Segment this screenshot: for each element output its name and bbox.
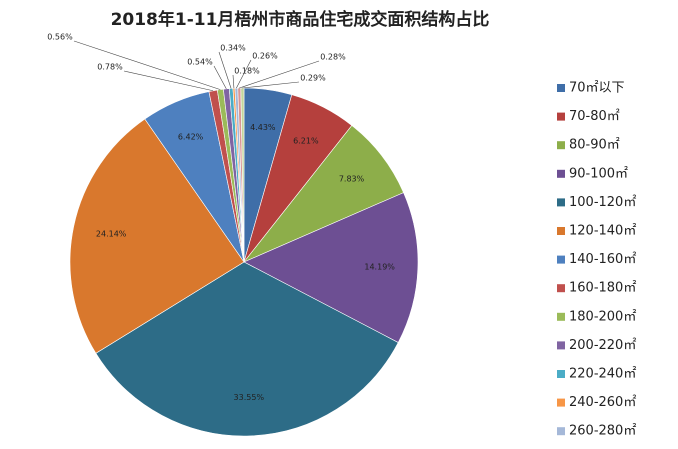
legend-swatch xyxy=(557,141,565,150)
legend-swatch xyxy=(557,398,565,407)
legend-label: 90-100㎡ xyxy=(569,166,628,181)
data-label: 6.21% xyxy=(293,137,319,146)
leader-line xyxy=(242,81,300,89)
data-label: 0.54% xyxy=(187,58,213,67)
chart-title: 2018年1-11月梧州市商品住宅成交面积结构占比 xyxy=(111,9,490,30)
leader-line xyxy=(218,51,232,89)
leader-line xyxy=(236,59,252,89)
legend-label: 100-120㎡ xyxy=(569,195,636,210)
legend-label: 80-90㎡ xyxy=(569,138,620,153)
data-label: 33.55% xyxy=(234,393,265,402)
legend-label: 180-200㎡ xyxy=(569,309,636,324)
data-label: 0.26% xyxy=(252,52,278,61)
legend-swatch xyxy=(557,341,565,350)
legend-label: 240-260㎡ xyxy=(569,395,636,410)
legend-label: 70㎡以下 xyxy=(569,81,625,96)
pie-slice xyxy=(95,261,399,437)
legend-swatch xyxy=(557,312,565,321)
data-label: 0.56% xyxy=(47,33,73,42)
data-label: 14.19% xyxy=(364,262,395,271)
leader-line xyxy=(232,74,235,89)
legend-label: 140-160㎡ xyxy=(569,252,636,267)
data-label: 6.42% xyxy=(178,133,204,142)
legend-swatch xyxy=(557,427,565,436)
legend-label: 160-180㎡ xyxy=(569,281,636,296)
legend-label: 120-140㎡ xyxy=(569,224,636,239)
legend-label: 260-280㎡ xyxy=(569,424,636,439)
legend-label: 200-220㎡ xyxy=(569,338,636,353)
data-label: 4.43% xyxy=(250,123,276,132)
legend-swatch xyxy=(557,112,565,121)
leader-line xyxy=(213,65,227,90)
legend-swatch xyxy=(557,198,565,207)
data-label: 0.18% xyxy=(234,67,260,76)
legend-swatch xyxy=(557,255,565,264)
pie-slice xyxy=(243,192,419,343)
pie-slice xyxy=(69,118,245,354)
data-label: 0.29% xyxy=(300,74,326,83)
data-label: 24.14% xyxy=(96,230,127,239)
data-label: 0.28% xyxy=(320,53,346,62)
legend-swatch xyxy=(557,284,565,293)
legend-swatch xyxy=(557,84,565,92)
legend-swatch xyxy=(557,169,565,178)
legend-label: 70-80㎡ xyxy=(569,109,620,124)
legend-swatch xyxy=(557,227,565,235)
data-label: 0.34% xyxy=(220,44,246,53)
leader-line xyxy=(239,60,320,89)
data-label: 7.83% xyxy=(339,175,365,184)
legend-swatch xyxy=(557,370,565,378)
leader-line xyxy=(73,40,221,90)
legend-label: 220-240㎡ xyxy=(569,367,636,382)
leader-line xyxy=(123,70,214,92)
data-label: 0.78% xyxy=(97,63,123,72)
